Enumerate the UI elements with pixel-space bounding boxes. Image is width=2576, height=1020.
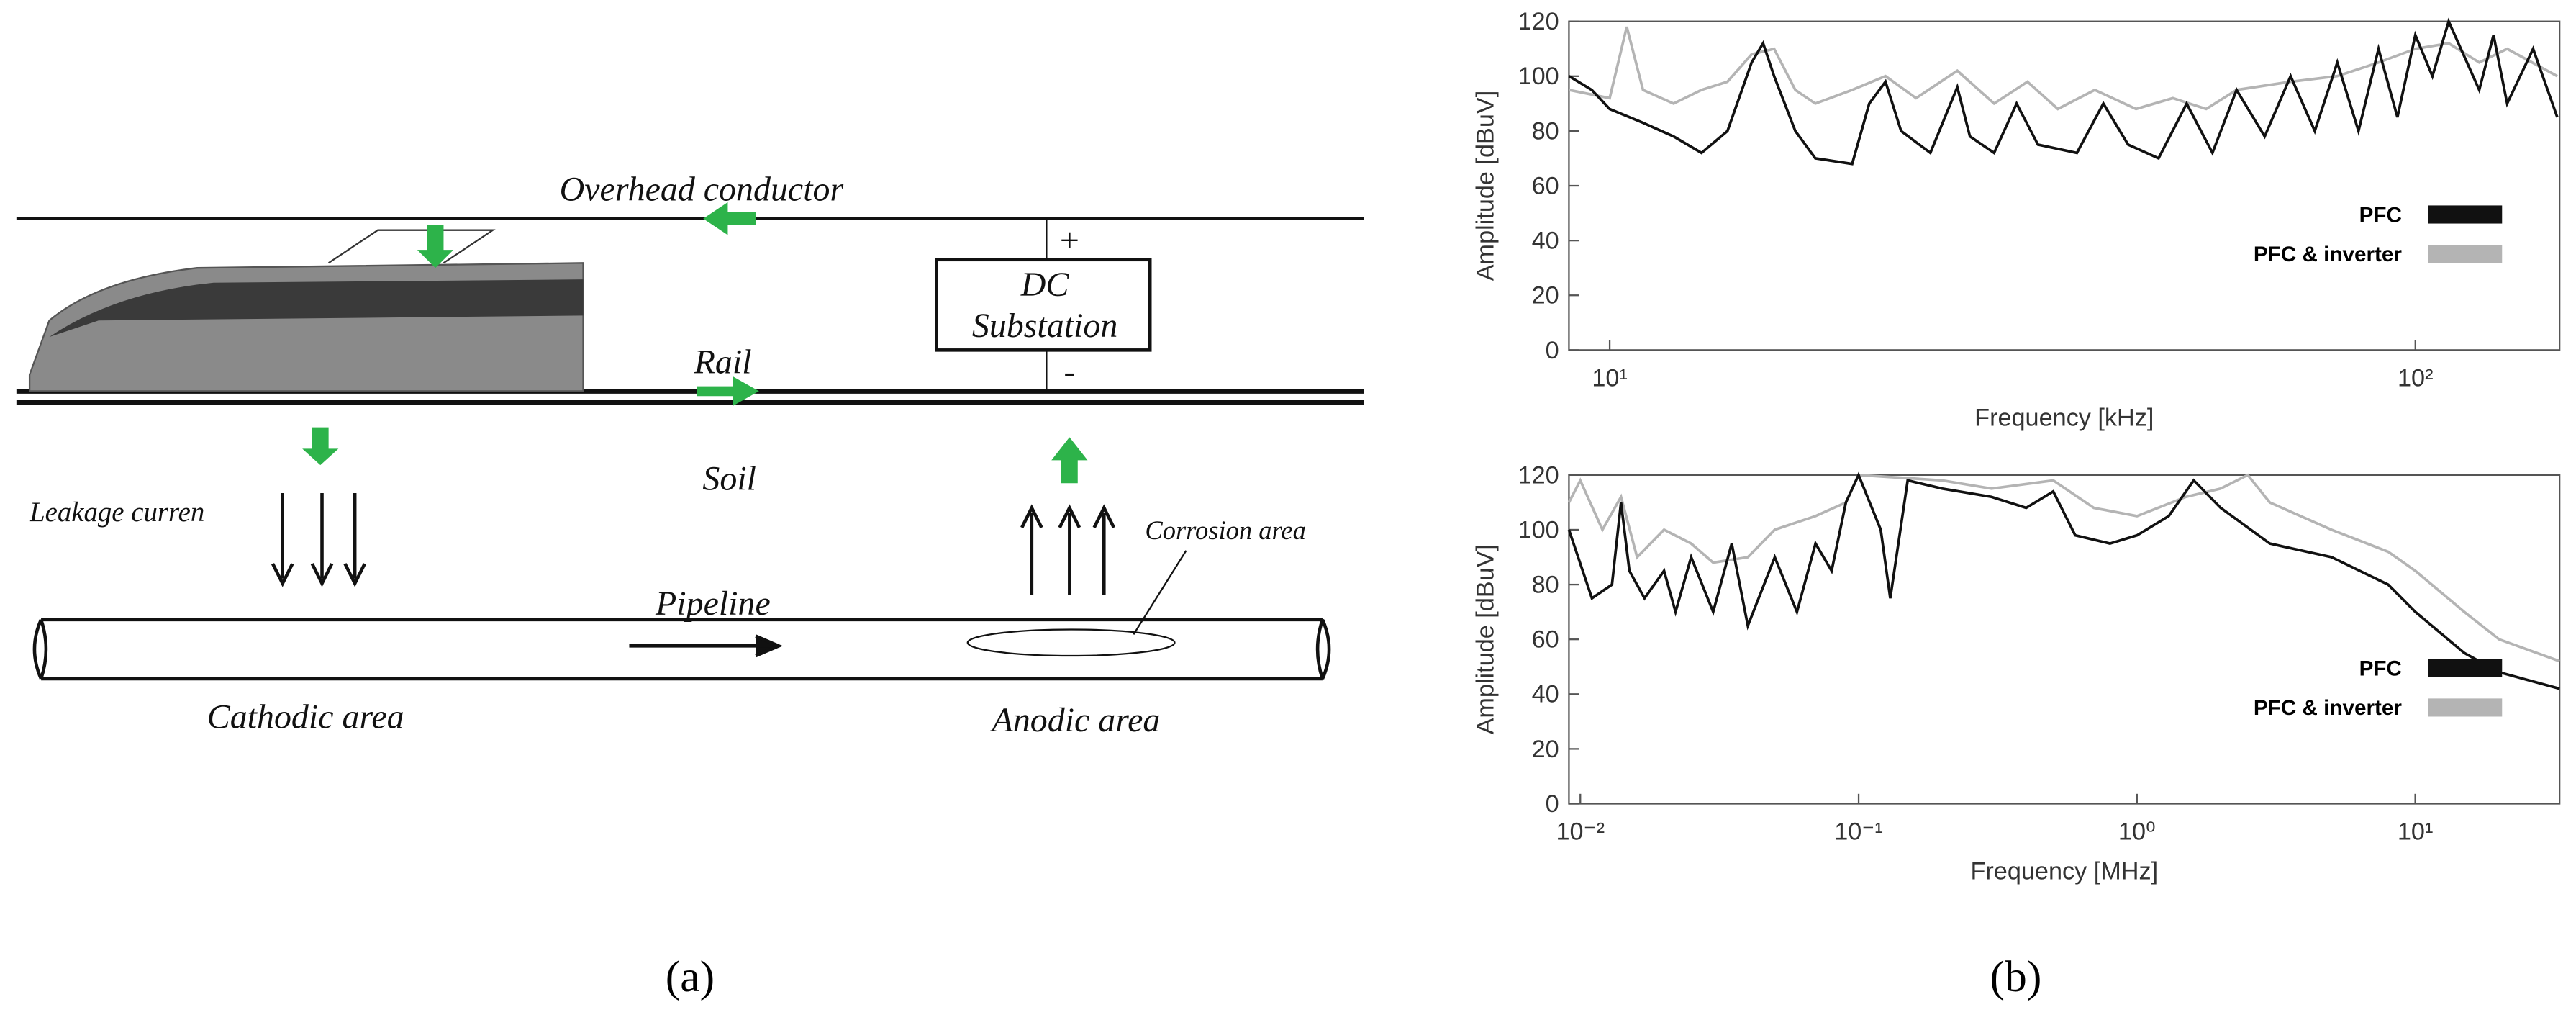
- x-tick-label: 10⁻²: [1556, 818, 1605, 846]
- x-axis-label: Frequency [MHz]: [1970, 858, 2158, 885]
- pantograph: [327, 229, 496, 264]
- legend-swatch: [2428, 698, 2503, 717]
- label: Cathodic area: [207, 698, 404, 736]
- label: +: [1060, 221, 1079, 259]
- y-tick-label: 100: [1518, 516, 1559, 543]
- x-tick-label: 10¹: [2398, 818, 2433, 846]
- label: Anodic area: [990, 701, 1161, 739]
- legend-label: PFC: [2359, 203, 2402, 227]
- x-tick-label: 10⁰: [2118, 818, 2156, 846]
- legend-swatch: [2428, 205, 2503, 224]
- panel-label: (a): [666, 952, 715, 1001]
- label: Substation: [972, 307, 1117, 345]
- plot-area: [1568, 20, 2561, 351]
- green-arrows: [302, 202, 1088, 484]
- pipeline: [32, 618, 1331, 681]
- y-tick-label: 40: [1532, 227, 1559, 255]
- y-tick-label: 100: [1518, 63, 1559, 90]
- label: Leakage curren: [29, 497, 204, 528]
- y-tick-label: 120: [1518, 461, 1559, 489]
- x-tick-label: 10¹: [1592, 365, 1627, 392]
- y-tick-label: 60: [1532, 626, 1559, 654]
- y-axis-label: Amplitude [dBuV]: [1471, 544, 1499, 735]
- legend-label: PFC & inverter: [2254, 696, 2403, 720]
- y-tick-label: 20: [1532, 736, 1559, 763]
- y-tick-label: 0: [1546, 790, 1559, 818]
- plot-area: [1568, 474, 2561, 805]
- y-tick-label: 120: [1518, 8, 1559, 35]
- label: Overhead conductor: [560, 171, 844, 209]
- y-tick-label: 80: [1532, 117, 1559, 145]
- substation-box: [935, 258, 1152, 352]
- legend-swatch: [2428, 245, 2503, 263]
- y-axis-label: Amplitude [dBuV]: [1471, 91, 1499, 281]
- label: Pipeline: [655, 585, 771, 623]
- y-tick-label: 40: [1532, 681, 1559, 708]
- legend-label: PFC: [2359, 656, 2402, 680]
- legend-swatch: [2428, 659, 2503, 677]
- series-line: [1567, 473, 2560, 663]
- series-line: [1568, 17, 2559, 166]
- legend-label: PFC & inverter: [2254, 243, 2403, 266]
- panel-label: (b): [1990, 952, 2042, 1001]
- y-tick-label: 20: [1532, 282, 1559, 310]
- train-window: [49, 279, 584, 338]
- series-line: [1567, 471, 2560, 690]
- label: -: [1063, 353, 1075, 391]
- corrosion-ellipse: [966, 628, 1176, 657]
- x-axis-label: Frequency [kHz]: [1974, 404, 2154, 431]
- series-line: [1569, 26, 2558, 111]
- label: DC: [1020, 266, 1070, 304]
- y-tick-label: 60: [1532, 172, 1559, 199]
- x-tick-label: 10²: [2398, 365, 2433, 392]
- current-arrows: [271, 492, 1116, 658]
- y-tick-label: 0: [1546, 337, 1559, 364]
- x-tick-label: 10⁻¹: [1834, 818, 1883, 846]
- label: Rail: [694, 343, 752, 381]
- leader-line: [1133, 550, 1187, 635]
- label: Soil: [702, 459, 756, 497]
- label: Corrosion area: [1145, 515, 1306, 545]
- diagram: [16, 202, 1364, 681]
- y-tick-label: 80: [1532, 571, 1559, 598]
